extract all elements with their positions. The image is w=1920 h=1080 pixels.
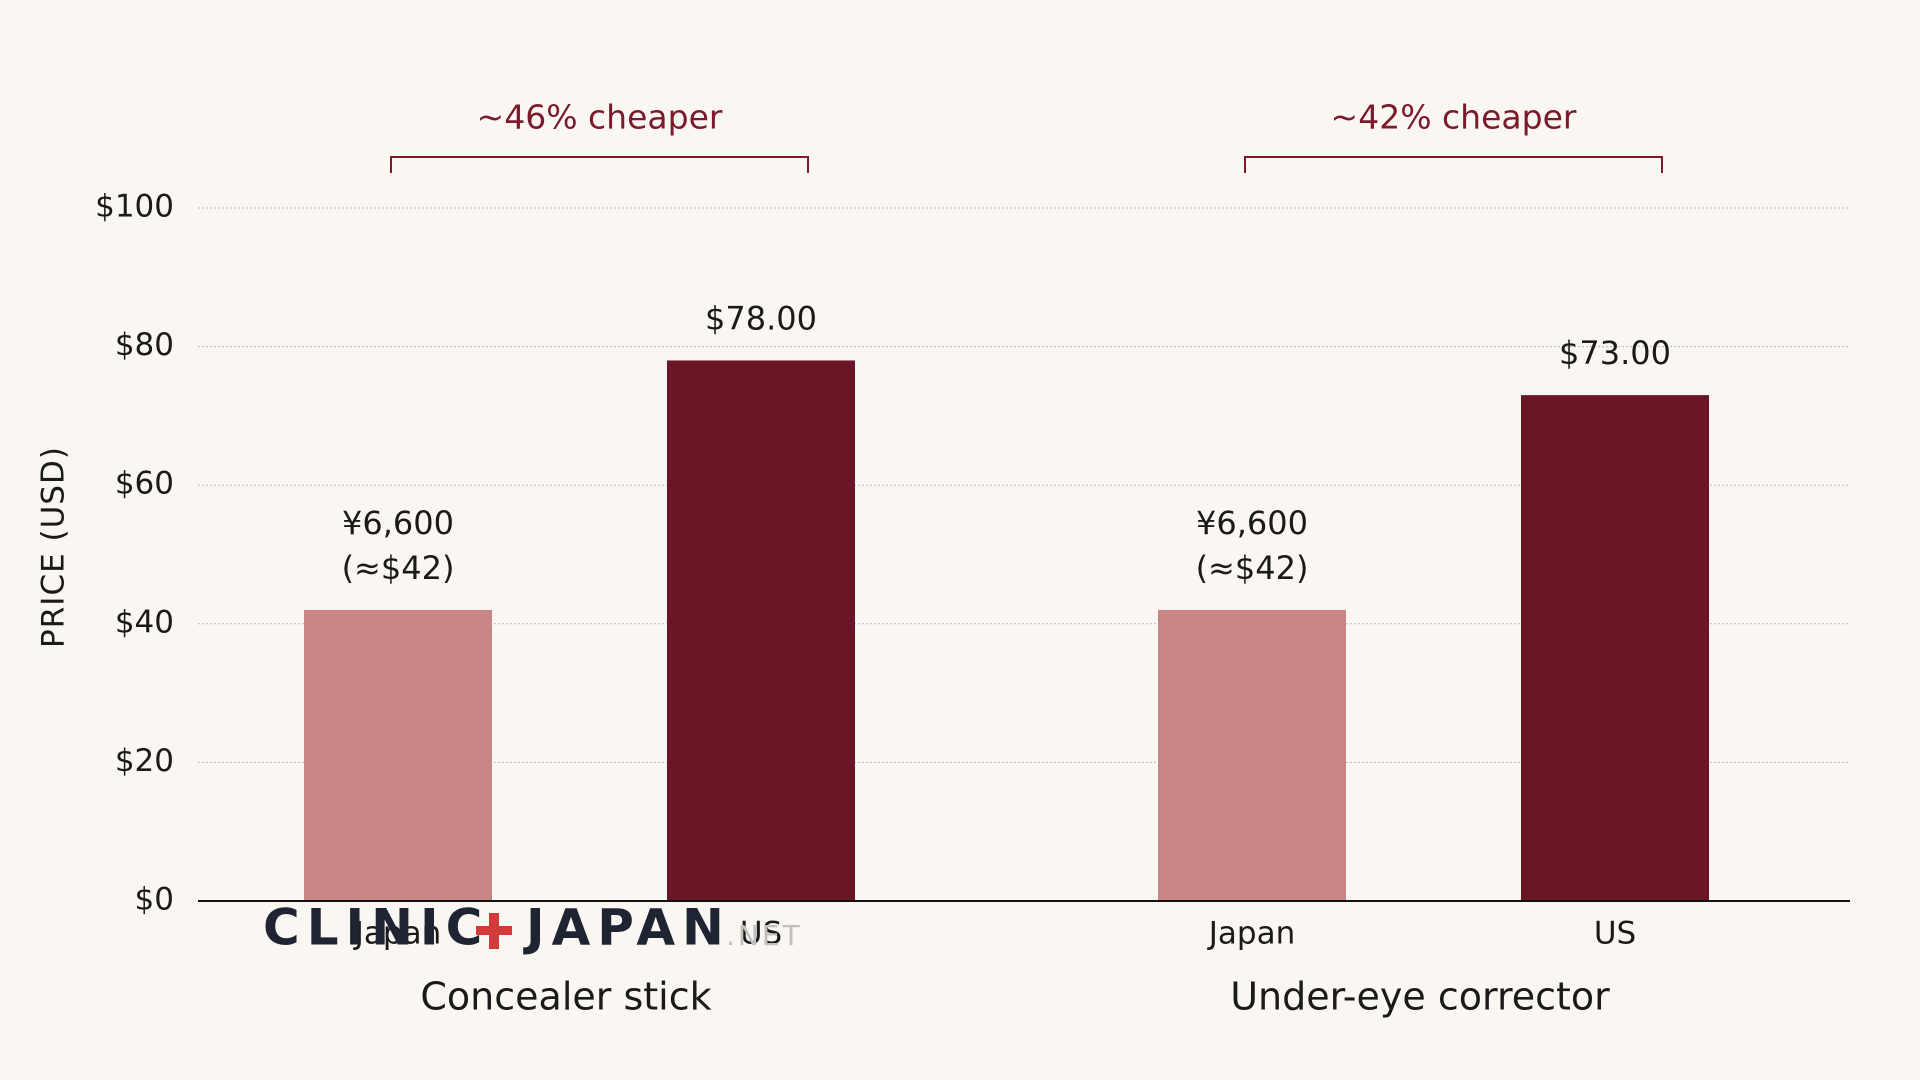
bar bbox=[1158, 609, 1346, 901]
series-label: Japan bbox=[1207, 916, 1295, 952]
series-label: Japan bbox=[353, 916, 441, 952]
value-label: $78.00 bbox=[705, 299, 817, 337]
watermark-suffix: .NET bbox=[726, 919, 803, 952]
y-tick-label: $40 bbox=[115, 604, 174, 640]
watermark: CLINIC JAPAN .NET bbox=[263, 899, 803, 957]
value-label: $73.00 bbox=[1559, 334, 1671, 372]
category-label: Concealer stick bbox=[420, 975, 711, 1019]
value-label: ¥6,600 bbox=[1196, 504, 1308, 542]
y-tick-label: $100 bbox=[95, 189, 174, 225]
watermark-right: JAPAN bbox=[523, 899, 731, 957]
y-axis-label: PRICE (USD) bbox=[36, 446, 72, 648]
bar bbox=[1521, 395, 1709, 901]
category-label: Under-eye corrector bbox=[1230, 975, 1610, 1019]
series-label: US bbox=[1594, 916, 1636, 952]
value-label: (≈$42) bbox=[342, 549, 455, 587]
bar bbox=[667, 360, 855, 902]
annotation: ~42% cheaper bbox=[1331, 98, 1577, 137]
y-tick-label: $20 bbox=[115, 743, 174, 779]
value-label: ¥6,600 bbox=[342, 504, 454, 542]
series-label: US bbox=[740, 916, 782, 952]
watermark-cross bbox=[489, 913, 499, 949]
y-tick-label: $80 bbox=[115, 327, 174, 363]
value-label: (≈$42) bbox=[1196, 549, 1309, 587]
bar bbox=[304, 609, 492, 901]
annotation: ~46% cheaper bbox=[477, 98, 723, 137]
y-tick-label: $60 bbox=[115, 466, 174, 502]
y-tick-label: $0 bbox=[135, 882, 174, 918]
watermark-left: CLINIC bbox=[263, 899, 489, 957]
annotation-bracket bbox=[390, 156, 809, 173]
annotation-bracket bbox=[1244, 156, 1663, 173]
